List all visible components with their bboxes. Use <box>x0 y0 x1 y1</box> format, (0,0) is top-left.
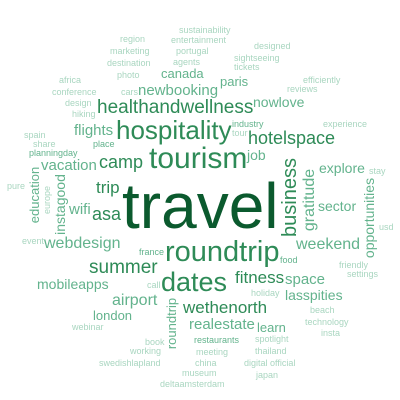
cloud-word-meeting: meeting <box>196 348 228 357</box>
cloud-word-efficiently: efficiently <box>303 76 340 85</box>
cloud-word-airport: airport <box>112 293 157 309</box>
cloud-word-restaurants: restaurants <box>194 336 239 345</box>
cloud-word-pure: pure <box>7 182 25 191</box>
cloud-word-camp: camp <box>99 153 143 171</box>
cloud-word-weekend: weekend <box>296 237 360 253</box>
cloud-word-entertainment: entertainment <box>171 36 226 45</box>
cloud-word-hospitality: hospitality <box>116 117 232 143</box>
cloud-word-trip: trip <box>96 179 120 196</box>
cloud-word-usd: usd <box>379 223 394 232</box>
cloud-word-digital-official: digital official <box>244 359 295 368</box>
cloud-word-beach: beach <box>310 306 335 315</box>
cloud-word-roundtrip: roundtrip <box>165 298 178 349</box>
cloud-word-hiking: hiking <box>72 110 96 119</box>
cloud-word-conference: conference <box>52 88 97 97</box>
cloud-word-wethenorth: wethenorth <box>183 299 267 316</box>
cloud-word-japan: japan <box>256 371 278 380</box>
cloud-word-summer: summer <box>89 258 158 277</box>
cloud-word-learn: learn <box>257 321 286 334</box>
cloud-word-wifi: wifi <box>69 202 91 217</box>
cloud-word-place: place <box>93 140 115 149</box>
cloud-word-tourism: tourism <box>149 144 247 174</box>
cloud-word-sightseeing: sightseeing <box>234 54 280 63</box>
cloud-word-insta: insta <box>321 329 340 338</box>
cloud-word-flights: flights <box>74 123 113 138</box>
cloud-word-vacation: vacation <box>41 158 97 173</box>
cloud-word-explore: explore <box>319 161 365 175</box>
cloud-word-space: space <box>285 272 325 287</box>
cloud-word-mobileapps: mobileapps <box>37 277 109 291</box>
cloud-word-share: share <box>33 140 56 149</box>
cloud-word-sector: sector <box>318 199 356 213</box>
cloud-word-destination: destination <box>107 59 151 68</box>
cloud-word-canada: canada <box>161 67 204 80</box>
cloud-word-call: call <box>147 281 161 290</box>
cloud-word-business: business <box>280 158 300 237</box>
cloud-word-event: event <box>22 237 44 246</box>
cloud-word-portugal: portugal <box>176 47 209 56</box>
cloud-word-thailand: thailand <box>255 347 287 356</box>
cloud-word-tour: tour <box>232 129 248 138</box>
cloud-word-newbooking: newbooking <box>138 83 218 98</box>
cloud-word-hotelspace: hotelspace <box>248 129 335 147</box>
cloud-word-sustainability: sustainability <box>179 26 231 35</box>
cloud-word-settings: settings <box>347 270 378 279</box>
cloud-word-opportunities: opportunities <box>362 178 376 258</box>
cloud-word-working: working <box>130 347 161 356</box>
cloud-word-agents: agents <box>173 58 200 67</box>
cloud-word-nowlove: nowlove <box>253 95 304 109</box>
cloud-word-china: china <box>195 359 217 368</box>
cloud-word-holiday: holiday <box>251 289 280 298</box>
cloud-word-healthandwellness: healthandwellness <box>97 98 253 117</box>
cloud-word-spotlight: spotlight <box>255 335 289 344</box>
cloud-word-webdesign: webdesign <box>44 236 121 252</box>
cloud-word-planningday: planningday <box>29 149 78 158</box>
cloud-word-experience: experience <box>323 120 367 129</box>
cloud-word-europe: europe <box>43 186 52 214</box>
cloud-word-spain: spain <box>24 131 46 140</box>
cloud-word-fitness: fitness <box>235 269 284 286</box>
cloud-word-deltaamsterdam: deltaamsterdam <box>160 380 225 389</box>
cloud-word-food: food <box>280 256 298 265</box>
cloud-word-travel: travel <box>122 174 279 238</box>
cloud-word-swedishlapland: swedishlapland <box>99 359 161 368</box>
cloud-word-stay: stay <box>369 167 386 176</box>
cloud-word-photo: photo <box>117 71 140 80</box>
cloud-word-technology: technology <box>305 318 349 327</box>
cloud-word-london: london <box>93 309 132 322</box>
cloud-word-asa: asa <box>92 205 121 223</box>
cloud-word-museum: museum <box>182 369 217 378</box>
cloud-word-reviews: reviews <box>287 85 318 94</box>
cloud-word-africa: africa <box>59 76 81 85</box>
cloud-word-tickets: tickets <box>234 63 260 72</box>
cloud-word-gratitude: gratitude <box>302 169 318 231</box>
cloud-word-cars: cars <box>121 88 138 97</box>
cloud-word-designed: designed <box>254 42 291 51</box>
cloud-word-realestate: realestate <box>189 317 255 332</box>
cloud-word-lasspities: lasspities <box>285 288 343 302</box>
cloud-word-design: design <box>65 99 92 108</box>
cloud-word-france: france <box>139 248 164 257</box>
cloud-word-webinar: webinar <box>72 323 104 332</box>
cloud-word-roundtrip: roundtrip <box>165 238 279 267</box>
cloud-word-region: region <box>120 35 145 44</box>
cloud-word-education: education <box>28 167 41 223</box>
cloud-word-instagood: instagood <box>53 174 67 235</box>
cloud-word-dates: dates <box>161 269 227 296</box>
cloud-word-marketing: marketing <box>110 47 150 56</box>
cloud-word-job: job <box>247 148 266 162</box>
cloud-word-paris: paris <box>220 75 248 88</box>
